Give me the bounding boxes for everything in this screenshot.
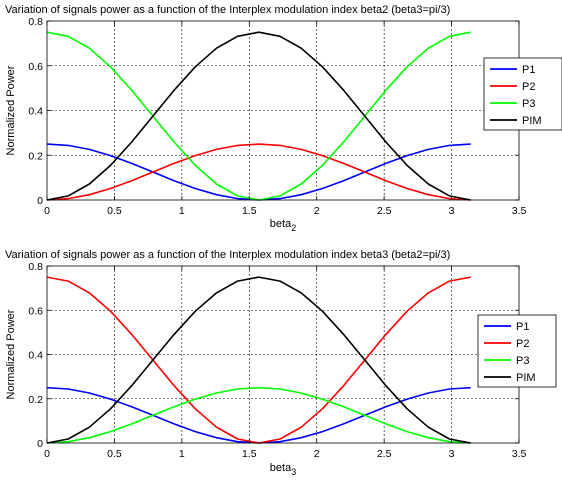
chart-title: Variation of signals power as a function… (5, 4, 450, 16)
series-line-pim (46, 276, 471, 444)
y-tick-label: 0.2 (28, 150, 43, 162)
y-tick-label: 0 (37, 438, 43, 450)
x-tick-label: 0 (44, 205, 50, 217)
y-axis-label: Normalized Power (5, 309, 17, 399)
legend-box (477, 314, 557, 388)
x-tick-label: 3.5 (512, 448, 527, 460)
y-tick-label: 0.6 (28, 61, 43, 73)
legend-label-p1: P1 (516, 321, 529, 333)
legend: P1 P2 P3 PIM (483, 57, 562, 131)
x-tick-label: 0.5 (107, 448, 122, 460)
x-tick-label: 1.5 (242, 448, 257, 460)
x-tick-label: 3.5 (512, 205, 527, 217)
legend-box (483, 57, 562, 131)
x-tick-label: 2.5 (377, 448, 392, 460)
legend: P1 P2 P3 PIM (477, 314, 557, 388)
legend-label-p3: P3 (516, 355, 529, 367)
y-tick-label: 0.2 (28, 394, 43, 406)
series-line-p2 (46, 143, 471, 201)
x-tick-label: 1.5 (242, 205, 257, 217)
legend-label-p2: P2 (516, 338, 529, 350)
series-line-p3 (46, 386, 471, 444)
x-tick-label: 2.5 (377, 205, 392, 217)
legend-label-p2: P2 (522, 81, 535, 93)
x-axis-label: beta2 (270, 218, 296, 233)
x-tick-label: 1 (179, 205, 185, 217)
legend-label-p3: P3 (522, 98, 535, 110)
x-tick-label: 1 (179, 448, 185, 460)
chart-title: Variation of signals power as a function… (5, 249, 450, 261)
x-tick-label: 2 (314, 205, 320, 217)
x-tick-label: 3 (449, 205, 455, 217)
x-tick-label: 2 (314, 448, 320, 460)
y-tick-label: 0.8 (28, 16, 43, 28)
x-axis-label-subscript: 3 (291, 467, 296, 477)
y-tick-label: 0.4 (28, 106, 43, 118)
x-tick-label: 3 (449, 448, 455, 460)
legend-label-p1: P1 (522, 64, 535, 76)
x-tick-label: 0 (44, 448, 50, 460)
x-tick-label: 0.5 (107, 205, 122, 217)
x-axis-label: beta3 (270, 462, 296, 477)
y-tick-label: 0.4 (28, 350, 43, 362)
series-line-pim (46, 31, 471, 201)
legend-label-pim: PIM (522, 115, 542, 127)
x-axis-label-subscript: 2 (291, 223, 296, 233)
y-tick-label: 0.8 (28, 261, 43, 273)
y-axis-label: Normalized Power (5, 65, 17, 155)
legend-label-pim: PIM (516, 372, 536, 384)
y-tick-label: 0.6 (28, 305, 43, 317)
y-tick-label: 0 (37, 195, 43, 207)
